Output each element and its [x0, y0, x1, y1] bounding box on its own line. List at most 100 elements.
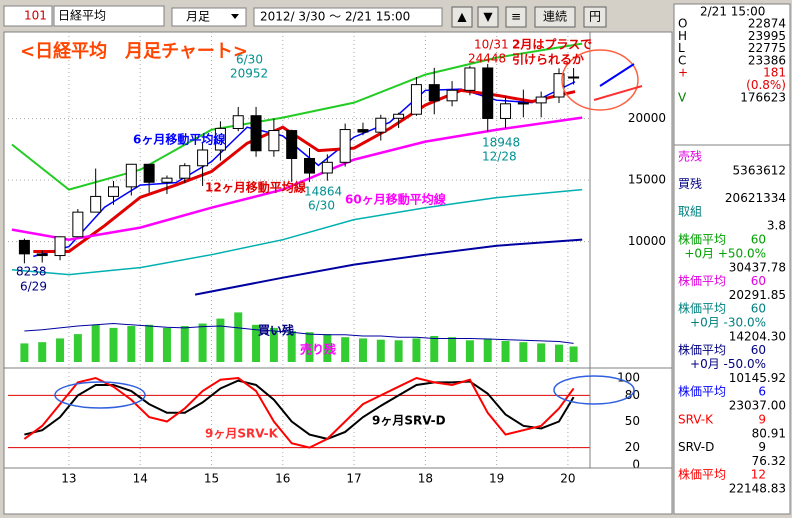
- candle-body: [54, 236, 66, 257]
- indicator-value: 3.8: [767, 219, 786, 233]
- name-box[interactable]: [53, 5, 165, 27]
- indicator-value: 10145.92: [729, 371, 786, 385]
- candle-body: [446, 89, 458, 102]
- candle-body: [410, 84, 422, 115]
- indicator-period: 12: [751, 468, 766, 482]
- code-box[interactable]: [3, 5, 53, 27]
- indicator-sub: +0月 +50.0%: [684, 246, 766, 260]
- volume-bar: [376, 339, 385, 362]
- volume-bar: [412, 338, 421, 362]
- button[interactable]: [534, 6, 576, 28]
- candle-body: [375, 117, 387, 133]
- candle-body: [517, 102, 529, 105]
- legend-label: 6ヶ月移動平均線: [133, 132, 225, 147]
- volume-bar: [358, 338, 367, 362]
- candle-body: [428, 84, 440, 102]
- indicator-label: 株価平均: [678, 342, 726, 357]
- candle-body: [90, 195, 102, 213]
- candle-body: [304, 157, 316, 174]
- legend-label: 9ヶ月SRV-K: [205, 427, 279, 441]
- annotation: 6/30: [308, 199, 335, 213]
- annotation: 18948: [482, 136, 520, 150]
- indicator-label: 株価平均: [678, 273, 726, 288]
- candle-body: [18, 239, 30, 255]
- oscillator-line: [23, 376, 575, 449]
- x-tick-label: 15: [204, 472, 219, 486]
- candle-body: [197, 149, 209, 167]
- candle-body: [321, 161, 333, 174]
- quote-value: 23995: [748, 29, 786, 43]
- quote-date: 2/21 15:00: [700, 5, 765, 19]
- x-tick-label: 20: [560, 472, 575, 486]
- moving-average: [194, 238, 583, 296]
- period-select[interactable]: [171, 7, 247, 27]
- legend-label: 売り残: [300, 342, 336, 357]
- indicator-period: 6: [758, 385, 766, 399]
- volume-bar: [38, 342, 47, 362]
- volume-bar: [537, 343, 546, 362]
- volume-bar: [162, 327, 171, 362]
- button[interactable]: [477, 6, 499, 28]
- chart-title: <日経平均 月足チャート>: [20, 40, 248, 62]
- candle-body: [125, 163, 137, 188]
- button-label: ▲: [457, 10, 467, 24]
- annotation: 10/31: [474, 38, 509, 52]
- volume-bar: [56, 338, 65, 362]
- volume-bar: [73, 334, 82, 362]
- annotation: 引けられるか: [512, 53, 584, 67]
- candle-body: [393, 113, 405, 119]
- volume-bar: [554, 344, 563, 362]
- indicator-value: 30437.78: [729, 260, 786, 274]
- y-tick-label: 20000: [628, 111, 666, 125]
- quote-label: H: [678, 29, 687, 43]
- indicator-label: 取組: [678, 205, 702, 219]
- range: 2012/ 3/30 ～ 2/21 15:00: [260, 10, 410, 24]
- volume-bar: [341, 337, 350, 362]
- volume-bar: [287, 331, 296, 362]
- volume-bar: [501, 340, 510, 362]
- candle-body: [36, 253, 48, 257]
- quote-label: O: [678, 17, 687, 31]
- indicator-value: 5363612: [733, 164, 786, 178]
- indicator-value: 76.32: [752, 454, 786, 468]
- volume-bar: [145, 324, 154, 362]
- volume-bar: [198, 323, 207, 362]
- candle-body: [286, 130, 298, 160]
- quote-value: 22874: [748, 17, 786, 31]
- candle-body: [107, 186, 119, 197]
- quote-value: 22775: [748, 41, 786, 55]
- indicator-label: 株価平均: [678, 231, 726, 246]
- candle-body: [568, 76, 580, 79]
- indicator-label: 買残: [678, 177, 702, 191]
- candle-body: [339, 129, 351, 163]
- volume-bar: [519, 342, 528, 362]
- volume-bar: [465, 340, 474, 362]
- candle-body: [500, 103, 512, 119]
- quote-label: V: [678, 90, 687, 104]
- y-tick-label: 20: [625, 440, 640, 454]
- button[interactable]: [505, 6, 527, 28]
- indicator-value: 20621334: [725, 191, 786, 205]
- indicator-value: 14204.30: [729, 330, 786, 344]
- candle-body: [464, 67, 476, 91]
- quote-value: 181: [763, 66, 786, 80]
- indicator-value: 22148.83: [729, 482, 786, 496]
- moving-average: [11, 116, 583, 241]
- indicator-label: 売残: [678, 149, 702, 164]
- moving-average: [11, 188, 583, 276]
- x-tick-label: 13: [61, 472, 76, 486]
- volume-bar: [483, 338, 492, 362]
- button[interactable]: [583, 6, 607, 28]
- trend-arrow: [599, 63, 635, 87]
- y-tick-label: 50: [625, 414, 640, 428]
- volume-bar: [323, 334, 332, 362]
- annotation: 6/30: [236, 53, 263, 67]
- volume-bar: [430, 335, 439, 362]
- quote-label: L: [678, 41, 685, 55]
- button[interactable]: [451, 6, 473, 28]
- indicator-period: 60: [751, 343, 766, 357]
- indicator-value: 80.91: [752, 426, 786, 440]
- moving-average: [33, 81, 576, 258]
- volume-bar: [109, 327, 118, 362]
